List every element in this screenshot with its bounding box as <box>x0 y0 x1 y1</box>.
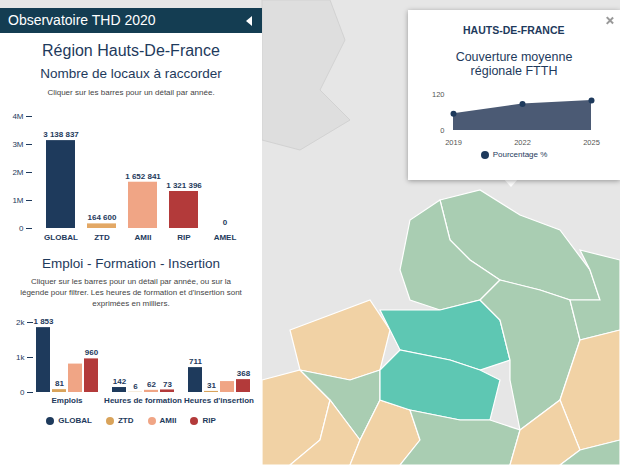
html-text:Emploi - Formation - Insertion: Emploi - Formation - Insertion <box>42 256 220 271</box>
html-text:GLOBAL: GLOBAL <box>58 416 92 425</box>
svg-text:RIP: RIP <box>177 233 191 242</box>
svg-text:2k: 2k <box>16 318 25 327</box>
html-text:Cliquer sur les barres pour un: Cliquer sur les barres pour un détail pa… <box>47 88 215 97</box>
html-text:Observatoire THD 2020: Observatoire THD 2020 <box>8 12 156 28</box>
html-text:Nombre de locaux à raccorder: Nombre de locaux à raccorder <box>40 66 222 81</box>
svg-text:1 652 841: 1 652 841 <box>125 172 161 181</box>
svg-text:0: 0 <box>20 388 25 397</box>
svg-text:3 138 837: 3 138 837 <box>43 130 79 139</box>
svg-text:164 600: 164 600 <box>88 213 117 222</box>
html-text:HAUTS-DE-FRANCE: HAUTS-DE-FRANCE <box>463 24 565 36</box>
svg-text:2019: 2019 <box>445 138 462 146</box>
svg-text:81: 81 <box>55 379 64 388</box>
html-text:Couverture moyenne régionale F: Couverture moyenne régionale FTTH <box>455 50 573 78</box>
svg-text:Emplois: Emplois <box>51 396 83 405</box>
svg-text:120: 120 <box>432 90 445 99</box>
svg-text:0: 0 <box>440 126 444 135</box>
svg-text:2M: 2M <box>12 168 23 177</box>
svg-text:4M: 4M <box>12 112 23 121</box>
svg-text:31: 31 <box>207 381 216 390</box>
svg-text:960: 960 <box>85 348 99 357</box>
svg-text:368: 368 <box>237 369 251 378</box>
html-text:ZTD: ZTD <box>118 416 134 425</box>
svg-text:3M: 3M <box>12 140 23 149</box>
svg-text:142: 142 <box>113 377 127 386</box>
svg-text:62: 62 <box>147 380 156 389</box>
svg-text:1M: 1M <box>12 196 23 205</box>
svg-text:6: 6 <box>133 382 138 391</box>
html-text:Cliquer sur les barres pour un: Cliquer sur les barres pour un détail pa… <box>20 277 242 308</box>
svg-text:AMEL: AMEL <box>214 233 237 242</box>
svg-text:711: 711 <box>189 357 202 366</box>
svg-text:2025: 2025 <box>583 138 600 146</box>
html-text:Pourcentage %: Pourcentage % <box>492 150 548 159</box>
svg-text:1 853: 1 853 <box>33 317 54 326</box>
svg-text:Heures de formation: Heures de formation <box>104 396 182 405</box>
svg-text:ZTD: ZTD <box>94 233 110 242</box>
svg-text:2022: 2022 <box>514 138 531 146</box>
svg-text:1k: 1k <box>16 353 25 362</box>
svg-text:Heures d'insertion: Heures d'insertion <box>184 396 254 405</box>
html-text:AMII: AMII <box>159 416 177 425</box>
svg-text:GLOBAL: GLOBAL <box>44 233 78 242</box>
svg-text:0: 0 <box>223 218 228 227</box>
html-text:RIP: RIP <box>202 416 216 425</box>
svg-text:1 321 396: 1 321 396 <box>166 181 202 190</box>
svg-text:AMII: AMII <box>135 233 152 242</box>
svg-text:0: 0 <box>19 224 24 233</box>
svg-text:73: 73 <box>163 380 172 389</box>
html-text:Région Hauts-De-France: Région Hauts-De-France <box>42 42 220 59</box>
